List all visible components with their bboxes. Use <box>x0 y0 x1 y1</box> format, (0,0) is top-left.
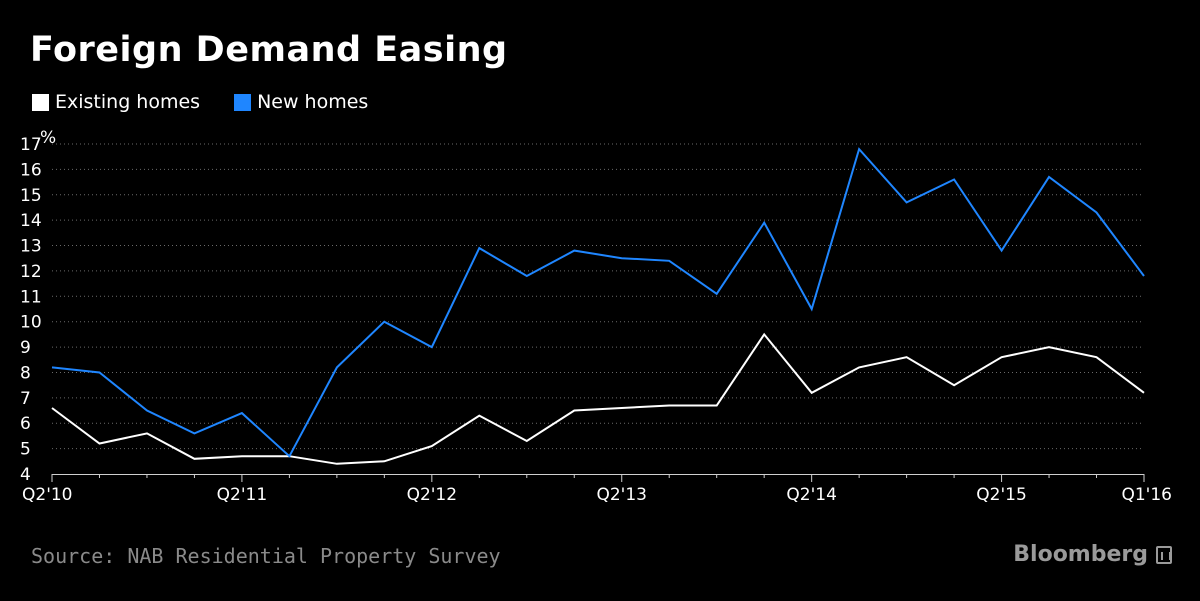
x-tick-label-2: Q2'12 <box>407 485 458 505</box>
y-tick-label-8: 8 <box>20 363 31 383</box>
y-tick-label-9: 9 <box>20 338 31 358</box>
y-tick-label-11: 11 <box>20 287 42 307</box>
x-tick-label-1: Q2'11 <box>217 485 268 505</box>
legend-label-new-homes: New homes <box>257 91 369 113</box>
source-note: Source: NAB Residential Property Survey <box>31 544 501 568</box>
brand-name: Bloomberg <box>1013 542 1148 567</box>
series-line-existing-homes <box>51 332 1145 465</box>
y-tick-label-17: 17 <box>20 135 42 155</box>
y-tick-label-16: 16 <box>20 160 42 180</box>
y-tick-label-5: 5 <box>20 440 31 460</box>
y-tick-label-6: 6 <box>20 414 31 434</box>
y-tick-label-7: 7 <box>20 389 31 409</box>
y-axis-unit: % <box>40 128 56 148</box>
y-tick-label-12: 12 <box>20 262 42 282</box>
legend-item-existing-homes: Existing homes <box>32 91 200 113</box>
y-tick-label-14: 14 <box>20 211 42 231</box>
y-tick-label-10: 10 <box>20 313 42 333</box>
x-tick-label-6: Q1'16 <box>1121 485 1172 505</box>
bloomberg-terminal-icon <box>1156 545 1172 564</box>
legend-item-new-homes: New homes <box>234 91 368 113</box>
series-line-new-homes <box>51 147 1145 458</box>
y-tick-label-13: 13 <box>20 237 42 257</box>
legend-swatch-new-homes <box>234 93 252 111</box>
y-tick-label-4: 4 <box>20 465 31 485</box>
x-tick-label-3: Q2'13 <box>596 485 647 505</box>
legend: Existing homes New homes <box>32 91 402 113</box>
x-tick-label-4: Q2'14 <box>786 485 837 505</box>
bloomberg-logo: Bloomberg <box>1013 542 1172 567</box>
x-tick-label-5: Q2'15 <box>976 485 1027 505</box>
legend-swatch-existing-homes <box>32 93 49 111</box>
chart-title: Foreign Demand Easing <box>30 30 508 70</box>
y-tick-label-15: 15 <box>20 186 42 206</box>
legend-label-existing-homes: Existing homes <box>55 91 201 113</box>
x-tick-label-0: Q2'10 <box>22 485 73 505</box>
